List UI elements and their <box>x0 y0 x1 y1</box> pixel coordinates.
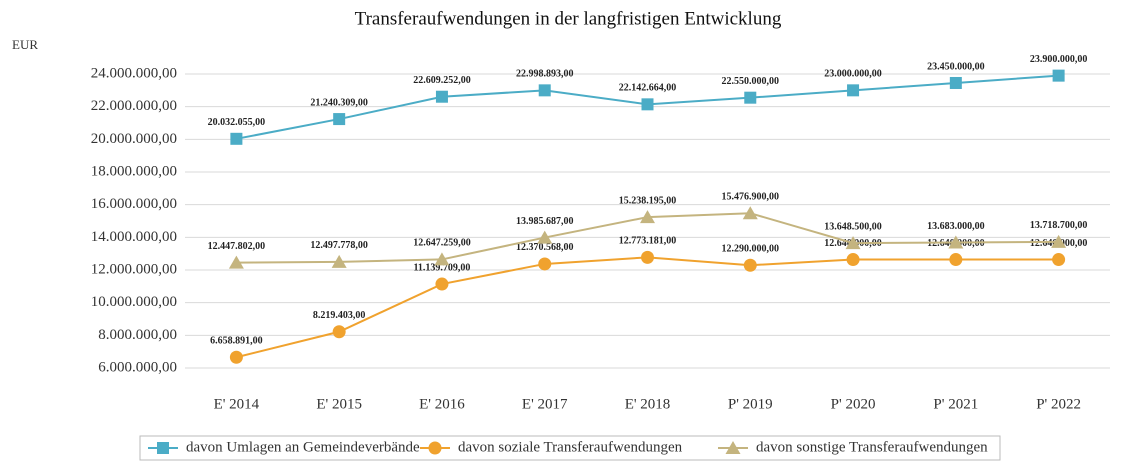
x-tick-label: E' 2017 <box>522 396 568 412</box>
y-tick-label: 12.000.000,00 <box>91 261 177 277</box>
legend-marker <box>428 441 442 455</box>
data-label: 22.550.000,00 <box>722 76 780 87</box>
data-point <box>949 76 962 89</box>
data-point <box>435 277 449 291</box>
data-label: 13.683.000,00 <box>927 221 985 232</box>
x-tick-label: P' 2020 <box>831 396 876 412</box>
data-point <box>641 98 654 111</box>
data-point <box>1052 253 1066 267</box>
data-point <box>1051 234 1067 248</box>
data-label: 13.648.500,00 <box>824 221 882 232</box>
data-label: 6.658.891,00 <box>210 336 263 347</box>
data-label: 12.647.259,00 <box>413 238 471 249</box>
data-point <box>744 91 757 104</box>
y-tick-label: 6.000.000,00 <box>98 359 177 375</box>
y-tick-label: 24.000.000,00 <box>91 65 177 81</box>
legend-marker <box>725 441 741 454</box>
x-tick-label: E' 2018 <box>625 396 671 412</box>
data-point <box>228 255 244 269</box>
y-tick-label: 20.000.000,00 <box>91 131 177 147</box>
data-label: 11.139.709,00 <box>413 262 470 273</box>
y-axis-label: EUR <box>12 37 38 52</box>
data-point <box>538 84 551 97</box>
data-point <box>434 252 450 266</box>
data-point <box>229 350 243 364</box>
data-point <box>845 236 861 250</box>
x-tick-label: E' 2016 <box>419 396 465 412</box>
data-point <box>230 132 243 145</box>
data-point <box>742 206 758 220</box>
y-tick-label: 14.000.000,00 <box>91 229 177 245</box>
data-point <box>743 258 757 272</box>
series-line <box>236 256 1059 359</box>
data-label: 12.447.802,00 <box>208 241 266 252</box>
data-point <box>640 210 655 224</box>
data-label: 23.900.000,00 <box>1030 54 1088 65</box>
legend-label: davon Umlagen an Gemeindeverbände <box>186 439 420 455</box>
data-point <box>537 230 553 244</box>
data-point <box>846 253 860 267</box>
data-point <box>1052 69 1065 82</box>
data-point <box>641 250 654 264</box>
data-label: 20.032.055,00 <box>208 117 266 128</box>
data-point <box>331 254 347 268</box>
data-label: 8.219.403,00 <box>313 310 366 321</box>
data-label: 12.497.778,00 <box>310 240 368 251</box>
data-point <box>333 113 346 126</box>
y-tick-label: 8.000.000,00 <box>98 327 177 343</box>
data-label: 12.773.181,00 <box>619 236 677 247</box>
data-label: 13.985.687,00 <box>516 216 574 227</box>
x-tick-label: P' 2021 <box>933 396 978 412</box>
data-point <box>332 325 346 339</box>
y-tick-label: 16.000.000,00 <box>91 196 177 212</box>
data-label: 23.450.000,00 <box>927 61 985 72</box>
data-label: 13.718.700,00 <box>1030 220 1088 231</box>
y-tick-label: 22.000.000,00 <box>91 98 177 114</box>
data-label: 22.998.893,00 <box>516 69 574 80</box>
legend-marker <box>157 442 169 454</box>
chart-title: Transferaufwendungen in der langfristige… <box>355 8 782 29</box>
data-label: 15.238.195,00 <box>619 195 677 206</box>
x-tick-label: P' 2019 <box>728 396 773 412</box>
data-label: 12.370.568,00 <box>516 242 574 253</box>
y-tick-label: 10.000.000,00 <box>91 294 177 310</box>
x-tick-label: E' 2015 <box>316 396 362 412</box>
legend-label: davon sonstige Transferaufwendungen <box>756 439 988 455</box>
data-label: 22.609.252,00 <box>413 75 471 86</box>
x-tick-label: E' 2014 <box>214 396 260 412</box>
data-label: 12.290.000,00 <box>722 244 780 255</box>
y-tick-label: 18.000.000,00 <box>91 163 177 179</box>
data-label: 23.000.000,00 <box>824 69 882 80</box>
data-label: 21.240.309,00 <box>310 97 368 108</box>
data-label: 22.142.664,00 <box>619 83 677 94</box>
data-point <box>538 257 552 271</box>
data-point <box>435 90 448 103</box>
x-tick-label: P' 2022 <box>1036 396 1081 412</box>
data-point <box>948 235 964 249</box>
data-point <box>847 84 860 97</box>
legend-label: davon soziale Transferaufwendungen <box>458 439 683 455</box>
data-point <box>949 253 963 267</box>
data-label: 15.476.900,00 <box>722 192 780 203</box>
legend-box <box>139 435 1001 461</box>
